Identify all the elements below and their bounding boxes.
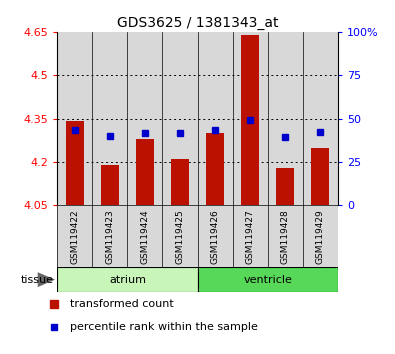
Text: transformed count: transformed count xyxy=(70,298,173,309)
Bar xyxy=(198,267,338,292)
Bar xyxy=(267,205,303,267)
Bar xyxy=(311,148,329,205)
Text: GSM119426: GSM119426 xyxy=(211,209,220,264)
Text: GSM119429: GSM119429 xyxy=(316,209,325,264)
Bar xyxy=(276,168,294,205)
Text: atrium: atrium xyxy=(109,275,146,285)
Bar xyxy=(162,205,198,267)
Text: GSM119422: GSM119422 xyxy=(70,209,79,264)
Bar xyxy=(198,205,233,267)
Bar xyxy=(127,32,162,205)
Text: tissue: tissue xyxy=(20,275,53,285)
Bar xyxy=(171,159,189,205)
Bar xyxy=(267,32,303,205)
Text: GSM119423: GSM119423 xyxy=(105,209,115,264)
Bar xyxy=(66,121,84,205)
Bar xyxy=(101,165,118,205)
Bar xyxy=(241,35,259,205)
Bar xyxy=(92,205,127,267)
Text: GDS3625 / 1381343_at: GDS3625 / 1381343_at xyxy=(117,16,278,30)
Bar xyxy=(198,32,233,205)
Bar xyxy=(92,32,127,205)
Bar xyxy=(303,205,338,267)
Bar xyxy=(233,32,267,205)
Text: ventricle: ventricle xyxy=(243,275,292,285)
Polygon shape xyxy=(38,272,55,287)
Text: GSM119427: GSM119427 xyxy=(246,209,255,264)
Text: GSM119428: GSM119428 xyxy=(280,209,290,264)
Bar xyxy=(162,32,198,205)
Bar xyxy=(136,139,154,205)
Bar xyxy=(206,133,224,205)
Bar xyxy=(57,267,198,292)
Bar xyxy=(303,32,338,205)
Bar xyxy=(127,205,162,267)
Bar xyxy=(57,32,92,205)
Bar xyxy=(57,205,92,267)
Text: GSM119425: GSM119425 xyxy=(175,209,184,264)
Bar xyxy=(233,205,267,267)
Text: GSM119424: GSM119424 xyxy=(140,209,149,264)
Text: percentile rank within the sample: percentile rank within the sample xyxy=(70,321,258,332)
